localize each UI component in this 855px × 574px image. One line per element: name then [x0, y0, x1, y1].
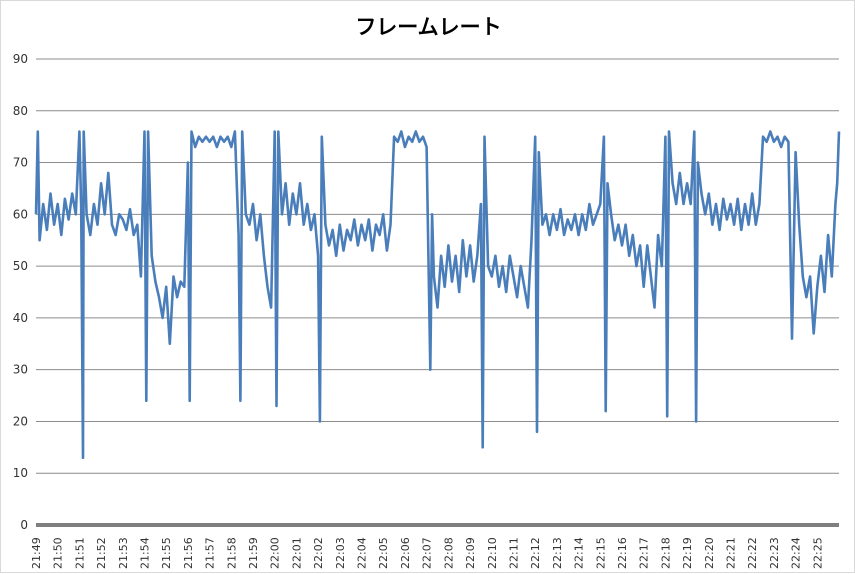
x-tick-label: 22:03 — [334, 537, 347, 569]
x-tick-label: 21:49 — [30, 537, 43, 569]
y-tick-label: 0 — [20, 518, 28, 532]
x-tick-label: 21:59 — [247, 537, 260, 569]
x-tick-label: 22:00 — [269, 537, 282, 569]
x-tick-label: 22:08 — [442, 537, 455, 569]
x-tick-label: 22:18 — [659, 537, 672, 569]
x-tick-label: 22:20 — [703, 537, 716, 569]
chart-title: フレームレート — [355, 15, 502, 39]
x-tick-label: 22:24 — [790, 537, 803, 569]
x-tick-label: 22:13 — [551, 537, 564, 569]
x-tick-label: 22:11 — [507, 537, 520, 569]
x-tick-label: 21:51 — [73, 537, 86, 569]
x-tick-label: 21:50 — [52, 537, 65, 569]
y-tick-label: 70 — [13, 156, 28, 170]
x-tick-label: 22:04 — [356, 537, 369, 569]
x-tick-label: 21:56 — [182, 537, 195, 569]
x-axis: 21:49 21:50 21:51 21:52 21:53 21:54 21:55 21:56… — [30, 523, 839, 569]
x-tick-label: 22:23 — [768, 537, 781, 569]
x-tick-label: 21:58 — [225, 537, 238, 569]
x-tick-label: 21:52 — [95, 537, 108, 569]
y-tick-label: 30 — [13, 363, 28, 377]
series-line — [34, 130, 841, 459]
x-tick-label: 22:09 — [464, 537, 477, 569]
x-tick-label: 22:25 — [811, 537, 824, 569]
x-tick-label: 21:55 — [160, 537, 173, 569]
x-tick-label: 21:53 — [117, 537, 130, 569]
y-tick-label: 50 — [13, 259, 28, 273]
x-tick-label: 22:07 — [421, 537, 434, 569]
x-tick-label: 22:10 — [486, 537, 499, 569]
y-axis: 0 10 20 30 40 50 60 70 80 90 — [13, 52, 28, 532]
y-tick-label: 10 — [13, 466, 28, 480]
x-tick-label: 22:15 — [594, 537, 607, 569]
x-tick-label: 22:22 — [746, 537, 759, 569]
x-tick-label: 22:06 — [399, 537, 412, 569]
y-tick-label: 90 — [13, 52, 28, 66]
x-tick-label: 22:14 — [573, 537, 586, 569]
x-tick-label: 21:54 — [139, 537, 152, 569]
x-tick-label: 22:05 — [377, 537, 390, 569]
x-tick-label: 22:21 — [724, 537, 737, 569]
y-tick-label: 80 — [13, 104, 28, 118]
x-tick-label: 22:02 — [312, 537, 325, 569]
y-tick-label: 40 — [13, 311, 28, 325]
x-tick-label: 21:57 — [204, 537, 217, 569]
x-tick-label: 22:19 — [681, 537, 694, 569]
y-tick-label: 60 — [13, 207, 28, 221]
x-tick-label: 22:16 — [616, 537, 629, 569]
x-tick-label: 22:17 — [638, 537, 651, 569]
x-tick-label: 22:12 — [529, 537, 542, 569]
y-tick-label: 20 — [13, 414, 28, 428]
x-tick-label: 22:01 — [290, 537, 303, 569]
